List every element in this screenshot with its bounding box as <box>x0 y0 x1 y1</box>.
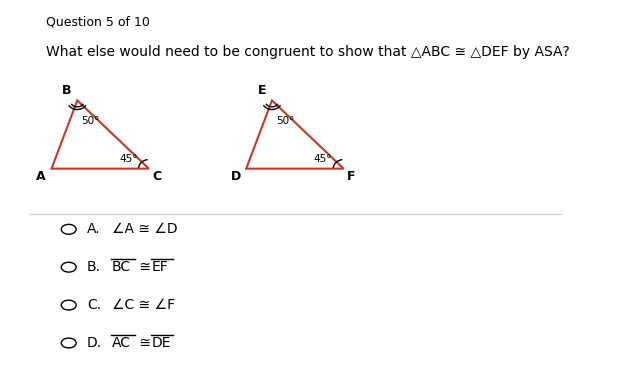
Text: C.: C. <box>87 298 101 312</box>
Text: ∠C ≅ ∠F: ∠C ≅ ∠F <box>111 298 175 312</box>
Text: ≅: ≅ <box>134 260 155 274</box>
Text: B: B <box>62 84 72 97</box>
Text: D: D <box>231 171 241 183</box>
Text: DE: DE <box>152 336 172 350</box>
Text: BC: BC <box>111 260 131 274</box>
Text: ∠A ≅ ∠D: ∠A ≅ ∠D <box>111 222 177 236</box>
Text: D.: D. <box>87 336 102 350</box>
Text: C: C <box>152 171 161 183</box>
Text: A.: A. <box>87 222 100 236</box>
Text: 45°: 45° <box>119 154 138 164</box>
Text: ≅: ≅ <box>134 336 155 350</box>
Text: Question 5 of 10: Question 5 of 10 <box>46 15 150 28</box>
Text: EF: EF <box>152 260 168 274</box>
Text: B.: B. <box>87 260 101 274</box>
Text: E: E <box>257 84 266 97</box>
Text: 50°: 50° <box>276 116 294 126</box>
Text: What else would need to be congruent to show that △ABC ≅ △DEF by ASA?: What else would need to be congruent to … <box>46 45 570 60</box>
Text: AC: AC <box>111 336 131 350</box>
Text: F: F <box>348 171 356 183</box>
Text: 45°: 45° <box>314 154 332 164</box>
Text: A: A <box>36 171 46 183</box>
Text: 50°: 50° <box>81 116 100 126</box>
